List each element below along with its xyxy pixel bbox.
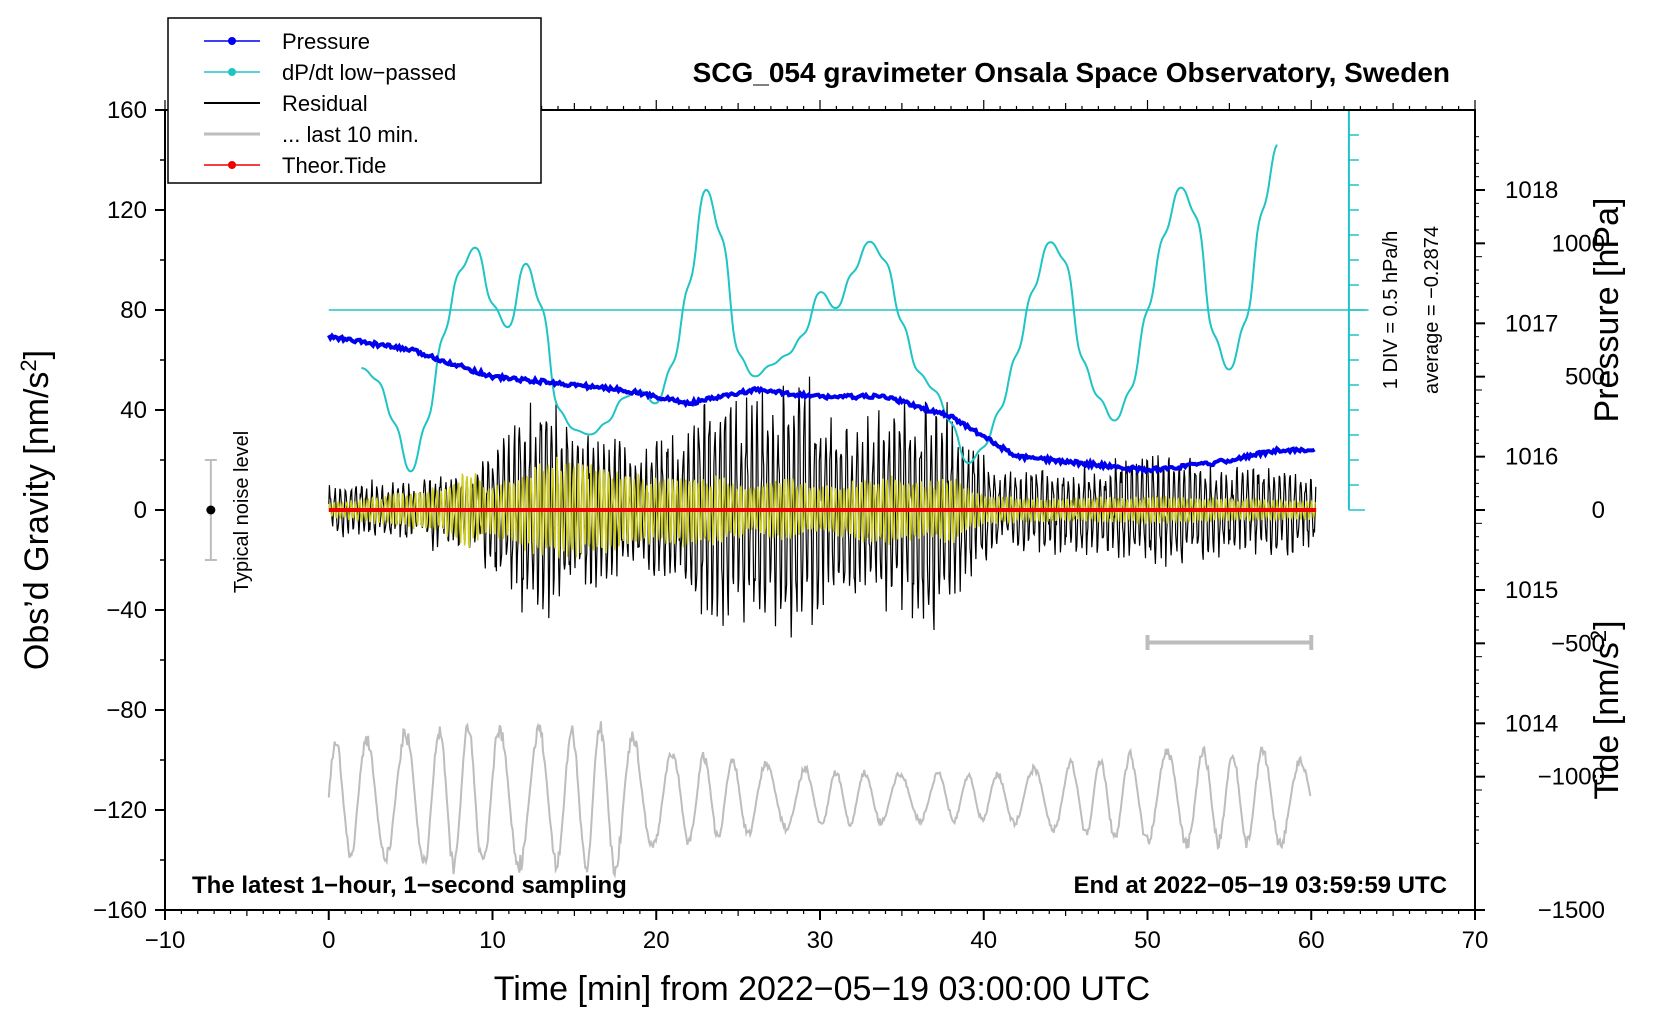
data-traces — [204, 109, 1369, 879]
tide-axis-label: Tide [nm/s2] — [1586, 620, 1627, 799]
y-tick-label: −40 — [106, 597, 147, 624]
pressure-tick-label: 1015 — [1505, 577, 1558, 604]
tide-axis-label-end: ] — [1588, 620, 1626, 629]
legend-box — [167, 17, 542, 184]
x-tick-label: 50 — [1134, 927, 1161, 954]
x-tick-label: 30 — [807, 927, 834, 954]
y-tick-label: 120 — [107, 197, 147, 224]
pressure-tick-label: 1016 — [1505, 444, 1558, 471]
tide-tick-label: −1000 — [1538, 764, 1605, 791]
dpdt-trace — [361, 144, 1278, 473]
last-10-min-indicator — [1145, 635, 1314, 650]
noise-level-label: Typical noise level — [231, 431, 253, 593]
y-axis-label-left-main: Obs’d Gravity [nm/s — [18, 372, 56, 671]
tide-tick-label: 500 — [1565, 364, 1605, 391]
y-tick-label: 160 — [107, 97, 147, 124]
div-scale-label: 1 DIV = 0.5 hPa/h — [1380, 231, 1402, 389]
legend: Pressure dP/dt low−passed Residual ... last… — [167, 17, 542, 184]
y-tick-label: 0 — [134, 497, 147, 524]
tide-tick-label: −500 — [1551, 630, 1605, 657]
y-axis-label-left-end: ] — [18, 350, 56, 359]
legend-label: Residual — [282, 91, 368, 116]
x-axis-label: Time [min] from 2022−05−19 03:00:00 UTC — [494, 970, 1150, 1008]
x-tick-label: 60 — [1298, 927, 1325, 954]
last-10-min-trace — [327, 721, 1312, 879]
residual-trace — [328, 376, 1317, 638]
legend-marker — [228, 68, 236, 76]
pressure-trace — [327, 332, 1316, 475]
bottom-left-note: The latest 1−hour, 1−second sampling — [192, 872, 627, 899]
tide-axis-label-sup: 2 — [1586, 630, 1611, 642]
x-tick-label: 70 — [1462, 927, 1489, 954]
x-tick-label: 0 — [322, 927, 335, 954]
pressure-tick-label: 1017 — [1505, 310, 1558, 337]
highpass-residual-trace — [328, 456, 1316, 559]
legend-label: ... last 10 min. — [282, 122, 419, 147]
x-tick-label: 40 — [970, 927, 997, 954]
legend-marker — [228, 37, 236, 45]
tide-tick-label: 1000 — [1552, 230, 1605, 257]
y-tick-label: 80 — [120, 297, 147, 324]
average-label: average = −0.2874 — [1421, 226, 1443, 394]
chart-title: SCG_054 gravimeter Onsala Space Observat… — [693, 57, 1450, 88]
y-axis-label-left: Obs’d Gravity [nm/s2] — [16, 350, 57, 670]
y-tick-label: −120 — [93, 797, 147, 824]
bottom-right-note: End at 2022−05−19 03:59:59 UTC — [1073, 872, 1447, 899]
legend-label: dP/dt low−passed — [282, 60, 456, 85]
x-tick-label: 20 — [643, 927, 670, 954]
axes: −10 0 10 20 30 40 50 60 70 160 120 80 40 0 −40 −80 −120 −… — [93, 97, 1605, 954]
y-axis-label-left-sup: 2 — [16, 359, 41, 371]
y-tick-label: 40 — [120, 397, 147, 424]
y-tick-label: −160 — [93, 897, 147, 924]
tide-tick-label: 0 — [1592, 497, 1605, 524]
noise-level-indicator — [204, 459, 217, 561]
legend-label: Pressure — [282, 29, 370, 54]
pressure-tick-label: 1014 — [1505, 710, 1558, 737]
y-tick-label: −80 — [106, 697, 147, 724]
pressure-tick-label: 1018 — [1505, 177, 1558, 204]
tide-tick-label: −1500 — [1538, 897, 1605, 924]
legend-marker — [228, 161, 236, 169]
noise-dot — [206, 505, 216, 515]
tide-axis-label-main: Tide [nm/s — [1588, 642, 1626, 799]
dpdt-scale-bar — [1347, 109, 1365, 511]
x-tick-label: −10 — [145, 927, 186, 954]
legend-label: Theor.Tide — [282, 153, 386, 178]
pressure-axis-label: Pressure [hPa] — [1588, 198, 1626, 423]
x-tick-label: 10 — [479, 927, 506, 954]
